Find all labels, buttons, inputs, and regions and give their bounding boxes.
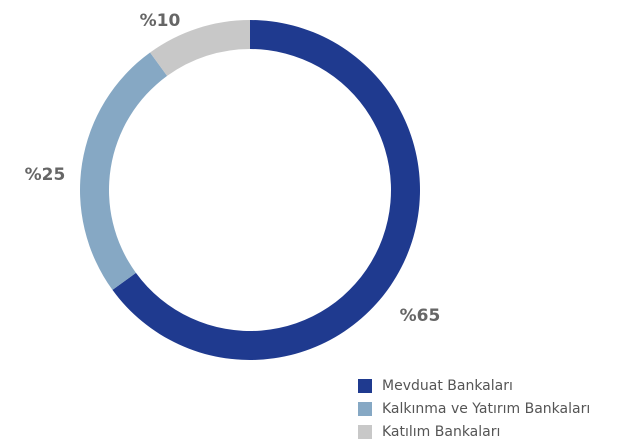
- donut-segment: [150, 20, 250, 76]
- donut-segment: [79, 52, 168, 290]
- value-label: %10: [140, 11, 181, 31]
- value-label: %25: [25, 165, 66, 185]
- legend-swatch: [358, 379, 372, 393]
- value-label: %65: [400, 306, 441, 326]
- legend-label: Kalkınma ve Yatırım Bankaları: [382, 401, 590, 417]
- legend-swatch: [358, 425, 372, 439]
- legend-swatch: [358, 402, 372, 416]
- legend-label: Katılım Bankaları: [382, 424, 500, 440]
- legend-label: Mevduat Bankaları: [382, 378, 513, 394]
